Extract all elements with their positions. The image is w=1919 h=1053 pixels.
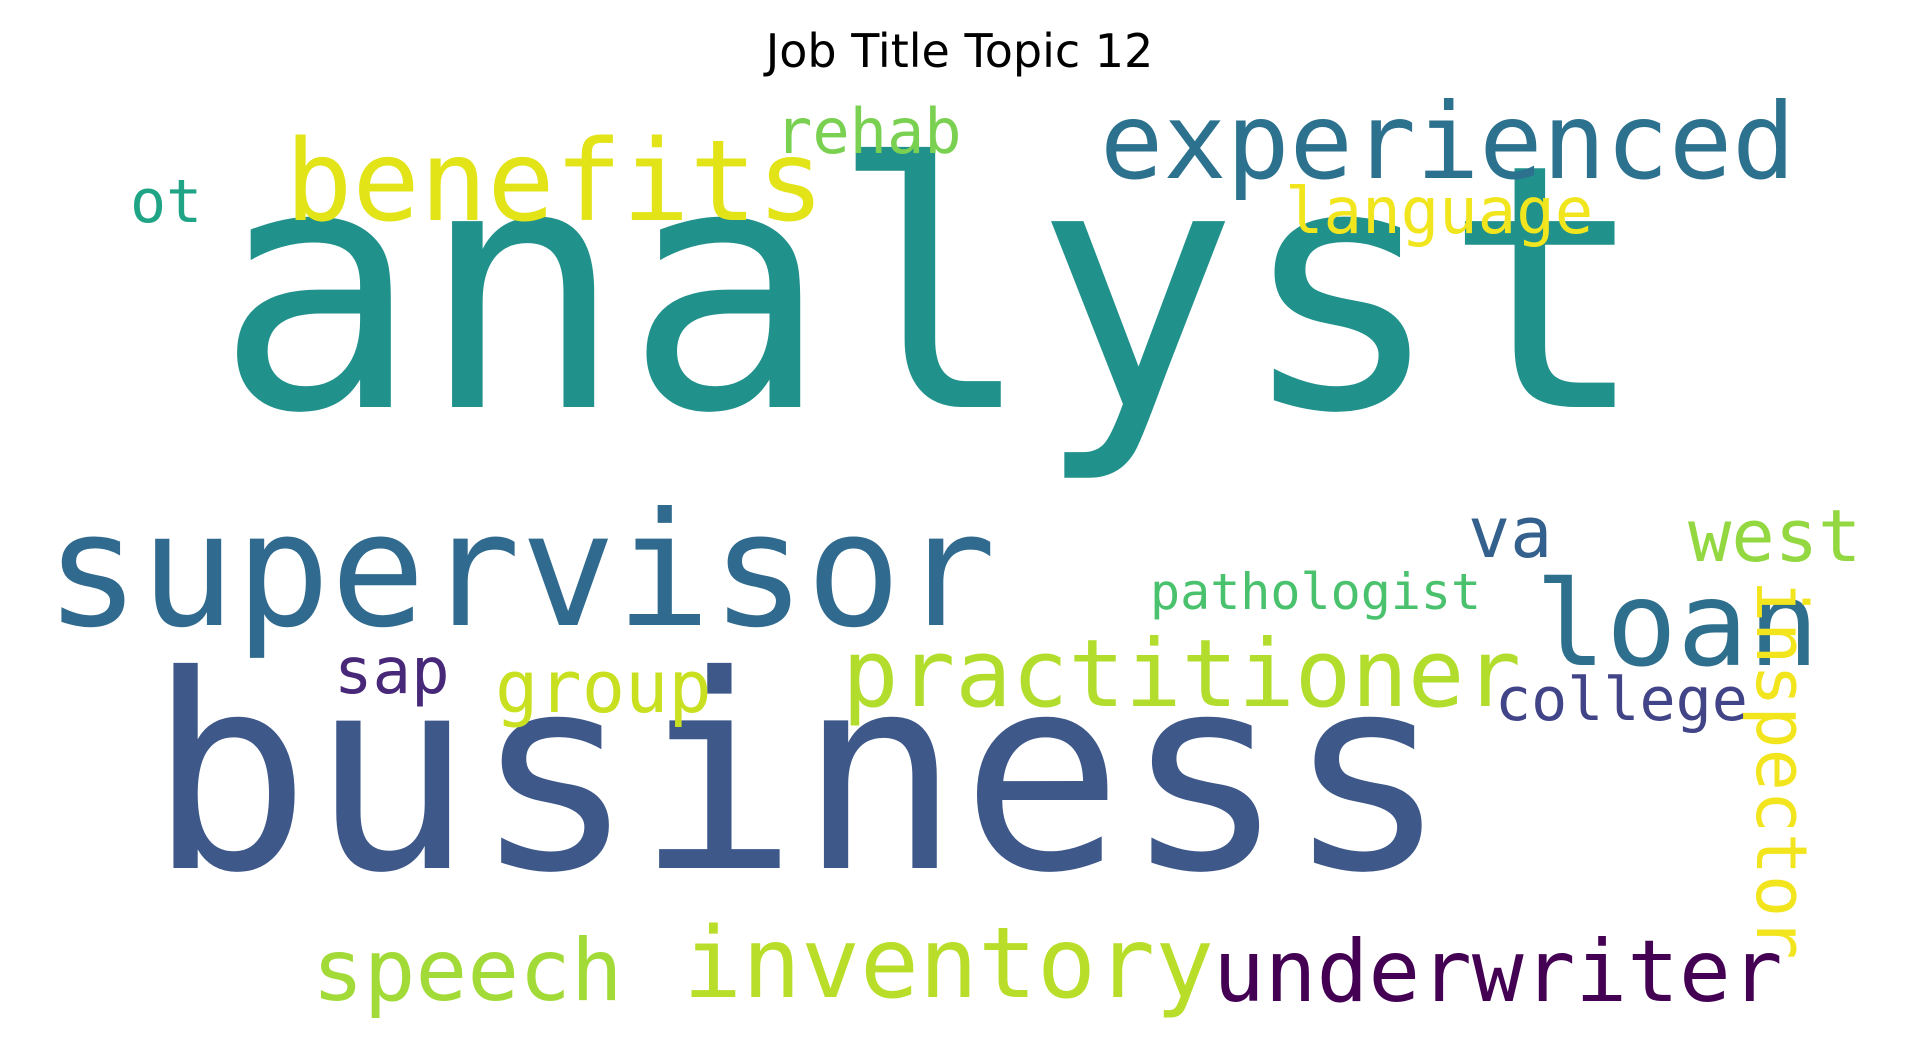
word-benefits: benefits bbox=[285, 117, 825, 247]
word-group: group bbox=[495, 645, 712, 729]
word-ot: ot bbox=[130, 167, 203, 237]
word-experienced: experienced bbox=[1100, 81, 1796, 203]
word-loan: loan bbox=[1535, 555, 1820, 693]
word-pathologist: pathologist bbox=[1150, 563, 1482, 621]
wordcloud-title: Job Title Topic 12 bbox=[765, 24, 1154, 78]
word-inventory: inventory bbox=[683, 907, 1215, 1021]
word-underwriter: underwriter bbox=[1213, 922, 1783, 1022]
word-west: west bbox=[1688, 494, 1862, 578]
word-supervisor: supervisor bbox=[45, 479, 997, 663]
word-analyst: analyst bbox=[215, 92, 1648, 488]
word-inspector: inspector bbox=[1740, 580, 1822, 960]
word-college: college bbox=[1495, 665, 1748, 735]
word-va: va bbox=[1468, 492, 1553, 574]
word-sap: sap bbox=[334, 635, 450, 709]
word-rehab: rehab bbox=[775, 95, 962, 168]
word-practitioner: practitioner bbox=[842, 620, 1522, 729]
word-language: language bbox=[1285, 175, 1594, 249]
word-business: business bbox=[148, 617, 1449, 932]
word-speech: speech bbox=[312, 921, 623, 1021]
